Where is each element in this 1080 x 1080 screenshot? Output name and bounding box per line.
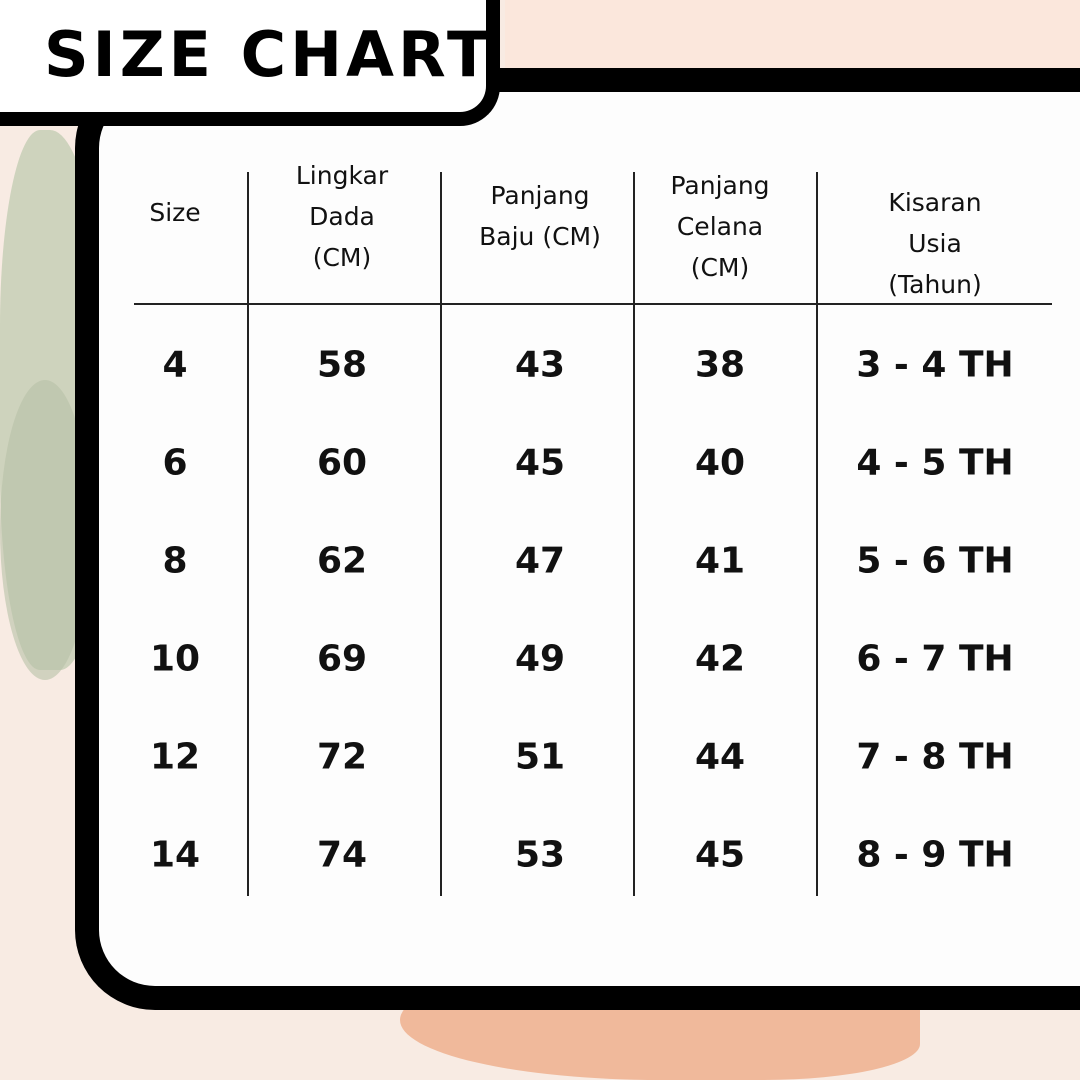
table-cell: 3 - 4 TH (856, 344, 1014, 386)
table-cell: 45 (694, 834, 746, 876)
column-divider (247, 172, 249, 896)
table-cell: 8 - 9 TH (856, 834, 1014, 876)
table-cell: 38 (694, 344, 746, 386)
table-cell: 10 (149, 638, 201, 680)
column-divider (633, 172, 635, 896)
table-cell: 4 (162, 344, 188, 386)
column-header: Lingkar Dada (CM) (295, 161, 389, 272)
column-divider (440, 172, 442, 896)
table-cell: 7 - 8 TH (856, 736, 1014, 778)
background-strip (505, 0, 1080, 70)
table-cell: 72 (316, 736, 368, 778)
table-cell: 41 (694, 540, 746, 582)
column-header: Size (149, 198, 201, 227)
table-cell: 6 (162, 442, 188, 484)
table-cell: 51 (514, 736, 566, 778)
table-cell: 62 (316, 540, 368, 582)
table-cell: 45 (514, 442, 566, 484)
table-cell: 69 (316, 638, 368, 680)
table-cell: 58 (316, 344, 368, 386)
table-cell: 4 - 5 TH (856, 442, 1014, 484)
table-cell: 44 (694, 736, 746, 778)
table-cell: 8 (162, 540, 188, 582)
header-divider (134, 303, 1052, 305)
table-cell: 47 (514, 540, 566, 582)
title-box (0, 0, 500, 126)
column-header: Kisaran Usia (Tahun) (888, 188, 982, 299)
table-cell: 42 (694, 638, 746, 680)
table-cell: 12 (149, 736, 201, 778)
table-cell: 6 - 7 TH (856, 638, 1014, 680)
page-title: SIZE CHART (44, 18, 494, 91)
table-cell: 53 (514, 834, 566, 876)
table-cell: 14 (149, 834, 201, 876)
column-divider (816, 172, 818, 896)
table-cell: 43 (514, 344, 566, 386)
table-cell: 49 (514, 638, 566, 680)
column-header: Panjang Celana (CM) (670, 171, 770, 282)
table-cell: 40 (694, 442, 746, 484)
column-header: Panjang Baju (CM) (479, 181, 601, 251)
table-cell: 5 - 6 TH (856, 540, 1014, 582)
table-cell: 60 (316, 442, 368, 484)
table-cell: 74 (316, 834, 368, 876)
